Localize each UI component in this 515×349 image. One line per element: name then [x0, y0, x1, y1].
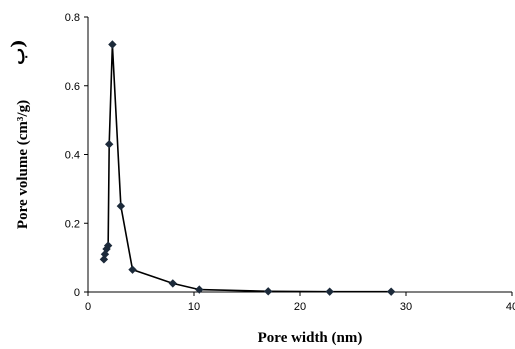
y-tick-label: 0.4 — [65, 150, 80, 162]
data-point-marker — [195, 285, 203, 293]
series-layer — [100, 40, 396, 296]
y-ticks: 0 0.2 0.4 0.6 0.8 — [65, 12, 88, 299]
x-ticks: 0 10 20 30 40 — [85, 292, 515, 313]
data-point-marker — [105, 140, 113, 148]
data-point-marker — [325, 287, 333, 295]
data-point-marker — [169, 279, 177, 287]
panel-label: ب) — [8, 39, 29, 64]
x-axis-title: Pore width (nm) — [258, 330, 363, 346]
y-tick-label: 0.8 — [65, 12, 80, 24]
x-tick-label: 0 — [85, 301, 91, 313]
data-point-marker — [264, 287, 272, 295]
x-tick-label: 10 — [188, 301, 200, 313]
x-tick-label: 20 — [294, 301, 306, 313]
x-tick-label: 40 — [506, 301, 515, 313]
x-tick-label: 30 — [400, 301, 412, 313]
data-point-marker — [128, 265, 136, 273]
data-point-marker — [108, 40, 116, 48]
data-point-marker — [387, 287, 395, 295]
y-tick-label: 0.2 — [65, 218, 80, 230]
data-point-marker — [117, 202, 125, 210]
y-axis-title: Pore volume (cm³/g) — [15, 100, 31, 229]
plot-area: 0 10 20 30 40 0 0.2 0.4 0.6 0.8 — [65, 12, 515, 313]
y-tick-label: 0 — [74, 287, 80, 299]
y-tick-label: 0.6 — [65, 81, 80, 93]
series-line — [104, 45, 391, 292]
